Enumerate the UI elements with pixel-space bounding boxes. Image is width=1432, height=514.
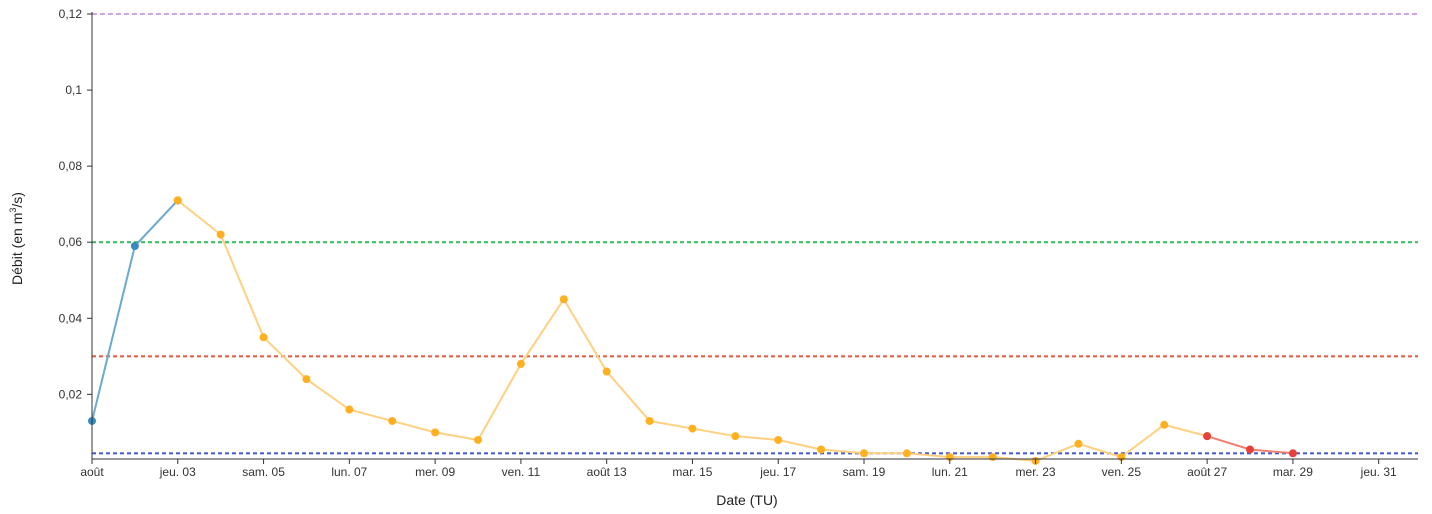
data-point [559, 295, 568, 304]
data-point [345, 405, 354, 414]
x-axis-title: Date (TU) [716, 492, 777, 508]
x-tick-label: sam. 05 [242, 465, 285, 479]
data-point [731, 432, 740, 441]
series-lines [91, 199, 1293, 462]
data-point [1160, 420, 1169, 429]
data-point [602, 367, 611, 376]
data-point [688, 424, 697, 433]
y-axis-title-superscript: 3 [8, 208, 18, 213]
data-point [1074, 439, 1083, 448]
data-point [1203, 432, 1212, 441]
x-tick-label: mer. 23 [1016, 465, 1056, 479]
x-tick-label: mer. 09 [415, 465, 455, 479]
x-tick-label: août 27 [1187, 465, 1227, 479]
threshold-lines [92, 13, 1418, 455]
data-point [645, 416, 654, 425]
x-tick-label: ven. 11 [502, 465, 541, 479]
x-axis-ticks: août jeu. 03 sam. 05 lun. 07 mer. 09 ven. 11 a… [80, 459, 1397, 479]
series-line [91, 199, 179, 422]
data-point [817, 445, 826, 454]
data-point [860, 449, 869, 458]
data-point [902, 449, 911, 458]
data-point [474, 435, 483, 444]
x-tick-label: jeu. 31 [1360, 465, 1397, 479]
y-tick-label: 0,02 [59, 387, 83, 401]
data-point [302, 375, 311, 384]
data-point [173, 196, 182, 205]
y-tick-label: 0,06 [59, 235, 83, 249]
series-points [88, 196, 1297, 465]
y-axis-ticks: 0,02 0,04 0,06 0,08 0,1 0,12 [59, 7, 92, 401]
y-tick-label: 0,08 [59, 159, 83, 173]
data-point [516, 359, 525, 368]
x-tick-label: ven. 25 [1102, 465, 1142, 479]
y-axis-title: Débit (en m3/s) [8, 192, 25, 285]
y-axis-title-prefix: Débit (en m [9, 213, 25, 285]
x-tick-label: jeu. 03 [159, 465, 196, 479]
x-tick-label: août [80, 465, 104, 479]
data-point [388, 416, 397, 425]
y-tick-label: 0,1 [65, 83, 82, 97]
x-tick-label: mar. 15 [672, 465, 712, 479]
data-point [130, 242, 139, 251]
x-tick-label: août 13 [587, 465, 627, 479]
y-tick-label: 0,12 [59, 7, 83, 21]
data-point [431, 428, 440, 437]
x-tick-label: lun. 07 [331, 465, 367, 479]
x-tick-label: lun. 21 [932, 465, 968, 479]
data-point [259, 333, 268, 342]
x-tick-label: sam. 19 [843, 465, 886, 479]
x-tick-label: mar. 29 [1273, 465, 1313, 479]
y-axis-title-suffix: /s) [9, 192, 25, 208]
x-tick-label: jeu. 17 [759, 465, 796, 479]
data-point [988, 453, 997, 462]
data-point [1246, 445, 1255, 454]
data-point [216, 230, 225, 239]
data-point [1288, 449, 1297, 458]
y-tick-label: 0,04 [59, 311, 83, 325]
series-line [177, 199, 1208, 462]
axes [91, 12, 1418, 460]
data-point [774, 435, 783, 444]
